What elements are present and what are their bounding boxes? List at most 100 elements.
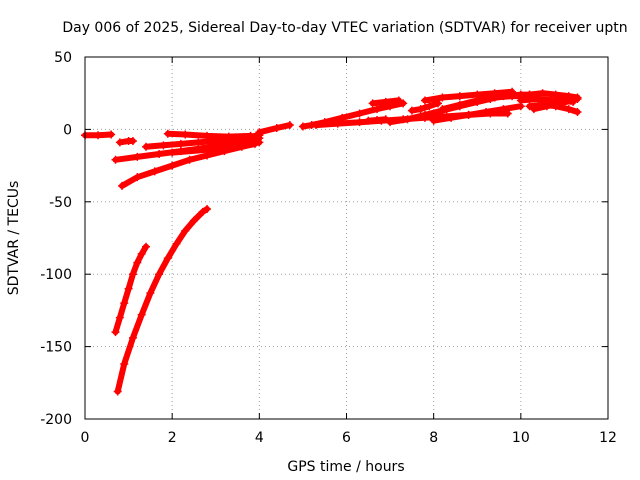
data-point xyxy=(198,207,207,216)
data-point xyxy=(381,97,390,106)
data-point xyxy=(168,148,177,157)
data-point xyxy=(233,142,242,151)
data-point xyxy=(516,96,525,105)
data-point xyxy=(142,142,151,151)
data-point xyxy=(399,99,408,108)
data-point xyxy=(425,102,434,111)
y-tick-label: -50 xyxy=(49,195,72,211)
y-tick-label: 0 xyxy=(63,122,72,138)
data-point xyxy=(564,105,573,114)
data-point xyxy=(255,128,264,137)
data-series xyxy=(525,100,582,117)
data-series xyxy=(368,96,403,108)
data-point xyxy=(133,173,142,182)
data-point xyxy=(438,105,447,114)
data-point xyxy=(486,94,495,103)
data-point xyxy=(407,106,416,115)
data-series xyxy=(113,205,212,396)
data-point xyxy=(373,105,382,114)
x-tick-label: 8 xyxy=(429,430,438,446)
data-point xyxy=(168,161,177,170)
data-point xyxy=(176,139,185,148)
data-point xyxy=(499,105,508,114)
chart-title: Day 006 of 2025, Sidereal Day-to-day VTE… xyxy=(62,20,627,36)
series-trace xyxy=(169,139,263,156)
data-point xyxy=(113,387,122,396)
data-point xyxy=(133,152,142,161)
data-point xyxy=(285,121,294,130)
data-series xyxy=(168,138,264,157)
data-point xyxy=(163,254,172,263)
data-point xyxy=(499,92,508,101)
data-point xyxy=(128,333,137,342)
data-point xyxy=(146,289,155,298)
x-tick-label: 12 xyxy=(599,430,617,446)
data-series xyxy=(516,94,578,106)
data-point xyxy=(155,150,164,159)
data-point xyxy=(124,284,133,293)
data-point xyxy=(120,299,129,308)
data-point xyxy=(133,258,142,267)
y-tick-label: -100 xyxy=(40,267,72,283)
y-tick-label: 50 xyxy=(54,50,72,66)
data-point xyxy=(128,270,137,279)
data-point xyxy=(185,155,194,164)
data-series xyxy=(163,129,255,141)
data-point xyxy=(137,249,146,258)
data-point xyxy=(377,116,386,125)
data-point xyxy=(137,310,146,319)
data-point xyxy=(534,94,543,103)
data-point xyxy=(155,270,164,279)
data-layer xyxy=(81,87,582,396)
x-tick-label: 4 xyxy=(255,430,264,446)
data-point xyxy=(368,99,377,108)
data-point xyxy=(172,239,181,248)
data-point xyxy=(420,96,429,105)
data-point xyxy=(311,121,320,130)
axis-ticks: 0 2 4 6 8 10 12 -200 -150 -100 -50 0 50 xyxy=(40,50,617,446)
data-point xyxy=(551,96,560,105)
x-tick-label: 2 xyxy=(168,430,177,446)
data-point xyxy=(455,100,464,109)
data-point xyxy=(416,105,425,114)
data-point xyxy=(538,89,547,98)
series-trace xyxy=(114,206,210,395)
data-point xyxy=(246,131,255,140)
data-point xyxy=(203,145,212,154)
grid xyxy=(85,57,608,419)
data-point xyxy=(189,216,198,225)
data-point xyxy=(115,138,124,147)
data-point xyxy=(481,108,490,117)
x-axis-label: GPS time / hours xyxy=(287,459,404,475)
data-series xyxy=(255,121,294,137)
data-point xyxy=(569,97,578,106)
data-point xyxy=(420,110,429,119)
data-point xyxy=(107,130,116,139)
data-point xyxy=(429,116,438,125)
y-axis-label: SDTVAR / TECUs xyxy=(6,181,22,296)
x-tick-label: 0 xyxy=(81,430,90,446)
data-point xyxy=(224,132,233,141)
data-point xyxy=(272,123,281,132)
y-tick-label: -200 xyxy=(40,412,72,428)
data-point xyxy=(118,181,127,190)
x-tick-label: 6 xyxy=(342,430,351,446)
data-point xyxy=(394,96,403,105)
data-point xyxy=(111,328,120,337)
data-point xyxy=(298,122,307,131)
data-point xyxy=(111,155,120,164)
data-point xyxy=(455,92,464,101)
data-point xyxy=(438,93,447,102)
data-point xyxy=(150,167,159,176)
data-point xyxy=(203,205,212,214)
data-point xyxy=(573,94,582,103)
data-point xyxy=(115,313,124,322)
data-point xyxy=(464,110,473,119)
data-point xyxy=(163,129,172,138)
data-series xyxy=(429,102,525,125)
data-point xyxy=(181,130,190,139)
data-series xyxy=(81,130,116,140)
data-point xyxy=(181,226,190,235)
series-trace xyxy=(408,100,441,114)
